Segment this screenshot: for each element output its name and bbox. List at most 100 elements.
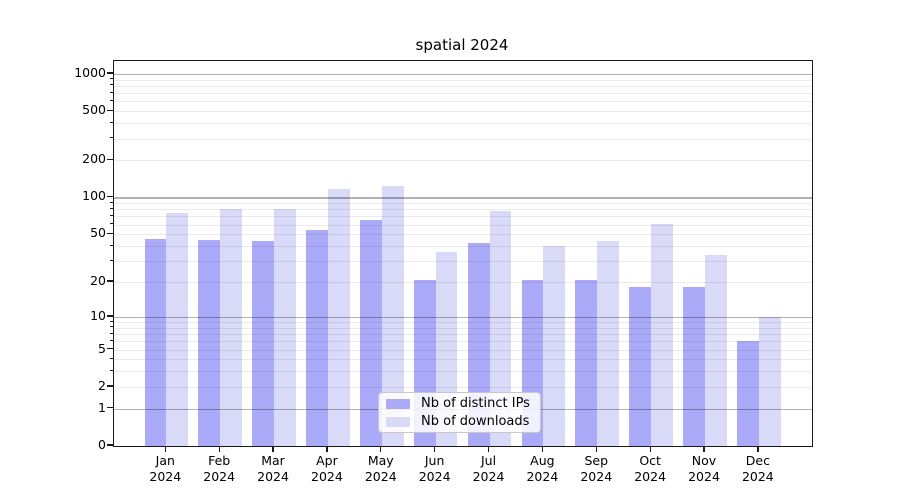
x-tick [272, 446, 274, 452]
x-tick [164, 446, 166, 452]
bar-downloads [758, 316, 781, 446]
x-tick-label: Oct 2024 [634, 453, 667, 484]
x-tick-label: Dec 2024 [741, 453, 774, 484]
y-tick [106, 195, 113, 198]
y-minor-tick [109, 280, 113, 282]
x-tick [703, 446, 705, 452]
chart-title: spatial 2024 [415, 36, 509, 54]
y-minor-tick [109, 259, 113, 261]
bar-ips [359, 220, 382, 446]
y-minor-tick [109, 214, 113, 216]
y-minor-tick [109, 357, 113, 359]
y-minor-tick [109, 339, 113, 341]
gridline-minor [114, 79, 812, 81]
gridline-minor [114, 327, 812, 329]
y-tick-label: 500 [82, 102, 106, 118]
y-minor-tick [109, 320, 113, 322]
gridline-minor [114, 349, 812, 351]
gridline-minor [114, 123, 812, 125]
bar-downloads [651, 223, 673, 446]
legend-label-ips: Nb of distinct IPs [421, 396, 530, 411]
y-tick-label: 100 [82, 188, 106, 204]
y-tick-label: 2 [98, 377, 106, 393]
y-minor-tick [109, 121, 113, 123]
gridline-minor [114, 371, 812, 373]
bar-downloads [381, 185, 404, 446]
y-tick [106, 315, 113, 317]
x-tick [218, 446, 220, 452]
y-minor-tick [109, 99, 113, 101]
y-minor-tick [109, 137, 113, 139]
x-tick [380, 446, 382, 452]
x-tick [595, 446, 597, 452]
bar-downloads [705, 254, 727, 446]
x-tick-label: Nov 2024 [688, 453, 720, 484]
bar-downloads [597, 241, 620, 446]
y-minor-tick [109, 369, 113, 371]
y-minor-tick [109, 332, 113, 334]
x-tick-label: Feb 2024 [203, 453, 236, 484]
x-tick-label: Jan 2024 [149, 453, 182, 484]
legend-row-ips: Nb of distinct IPs [386, 396, 534, 412]
bar-ips [575, 279, 598, 446]
y-tick-label: 20 [90, 273, 106, 289]
x-tick [757, 446, 759, 452]
x-tick-label: Mar 2024 [257, 453, 289, 484]
legend-label-downloads: Nb of downloads [421, 414, 530, 429]
x-tick-label: Sep 2024 [580, 453, 613, 484]
gridline-minor [114, 85, 812, 87]
x-tick [487, 446, 490, 452]
y-tick-label: 0 [98, 437, 106, 452]
y-minor-tick [109, 78, 113, 80]
legend-row-downloads: Nb of downloads [386, 414, 534, 430]
gridline-minor [114, 386, 812, 388]
x-tick-label: May 2024 [364, 453, 397, 484]
y-minor-tick [109, 385, 113, 387]
y-tick-label: 10 [90, 307, 106, 323]
x-tick [649, 446, 651, 452]
bar-ips [737, 341, 759, 446]
gridline-major [114, 316, 812, 319]
gridline-minor [114, 359, 812, 361]
gridline-minor [114, 282, 812, 284]
y-minor-tick [109, 201, 113, 203]
y-tick-label: 50 [90, 225, 106, 241]
gridline-minor [114, 203, 812, 205]
x-tick [434, 446, 436, 452]
x-tick [541, 446, 544, 452]
bar-downloads [327, 189, 350, 446]
y-tick [106, 444, 113, 446]
y-minor-tick [109, 232, 113, 234]
bar-downloads [274, 208, 296, 446]
gridline-minor [114, 261, 812, 263]
y-minor-tick [109, 207, 113, 209]
gridline-minor [114, 160, 812, 162]
gridline-minor [114, 216, 812, 218]
gridline-minor [114, 224, 812, 226]
gridline-minor [114, 234, 812, 236]
y-tick [106, 407, 113, 409]
gridline-minor [114, 341, 812, 343]
bar-downloads [543, 246, 566, 446]
bar-ips [252, 241, 275, 446]
bar-downloads [489, 210, 512, 446]
legend: Nb of distinct IPs Nb of downloads [378, 392, 541, 433]
bar-ips [306, 230, 328, 446]
y-minor-tick [109, 91, 113, 93]
gridline-minor [114, 111, 812, 113]
x-tick-label: Aug 2024 [526, 453, 559, 484]
y-tick-label: 1 [98, 399, 106, 415]
x-tick-label: Apr 2024 [311, 453, 343, 484]
y-tick [106, 72, 113, 74]
bar-ips [198, 239, 221, 446]
y-tick-label: 1000 [74, 64, 106, 80]
y-minor-tick [109, 84, 113, 86]
x-tick-label: Jul 2024 [472, 453, 505, 484]
gridline-major [114, 73, 812, 76]
bar-downloads [220, 208, 242, 446]
bar-ips [144, 238, 167, 446]
y-minor-tick [109, 348, 113, 349]
x-tick [326, 446, 328, 452]
gridline-minor [114, 322, 812, 323]
